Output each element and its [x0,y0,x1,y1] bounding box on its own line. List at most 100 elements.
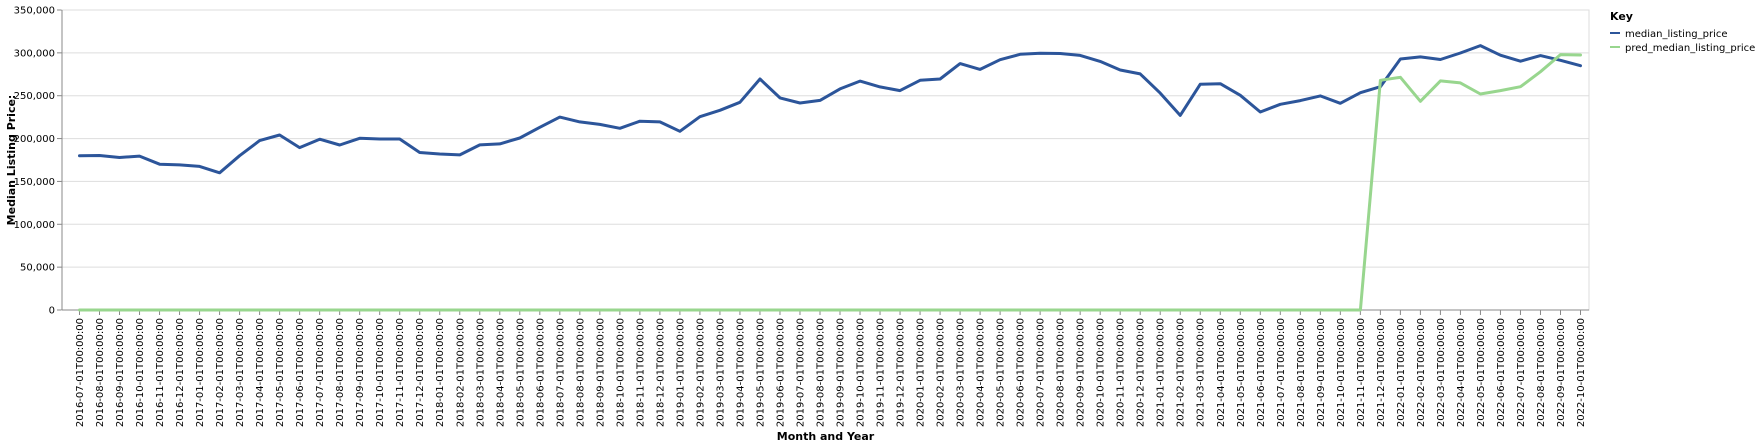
x-tick-label: 2016-10-01T00:00:00 [135,318,146,427]
x-tick-label: 2020-02-01T00:00:00 [936,318,947,427]
x-tick-label: 2021-10-01T00:00:00 [1336,318,1347,427]
x-tick-label: 2018-02-01T00:00:00 [455,318,466,427]
x-tick-label: 2022-03-01T00:00:00 [1436,318,1447,427]
x-tick-label: 2016-08-01T00:00:00 [95,318,106,427]
x-tick-label: 2022-02-01T00:00:00 [1416,318,1427,427]
y-tick-label: 50,000 [20,263,55,274]
legend-title: Key [1610,10,1633,23]
y-tick-label: 250,000 [14,91,55,102]
x-tick-label: 2021-04-01T00:00:00 [1216,318,1227,427]
x-tick-label: 2016-07-01T00:00:00 [75,318,86,427]
x-tick-label: 2021-09-01T00:00:00 [1316,318,1327,427]
x-tick-label: 2019-10-01T00:00:00 [856,318,867,427]
x-tick-label: 2021-05-01T00:00:00 [1236,318,1247,427]
x-tick-label: 2022-10-01T00:00:00 [1576,318,1587,427]
x-tick-label: 2020-11-01T00:00:00 [1116,318,1127,427]
x-tick-label: 2020-12-01T00:00:00 [1136,318,1147,427]
y-tick-label: 200,000 [14,134,55,145]
x-tick-label: 2018-05-01T00:00:00 [515,318,526,427]
x-tick-label: 2018-11-01T00:00:00 [635,318,646,427]
x-tick-label: 2019-12-01T00:00:00 [896,318,907,427]
x-tick-label: 2018-01-01T00:00:00 [435,318,446,427]
x-tick-label: 2018-06-01T00:00:00 [535,318,546,427]
x-tick-label: 2017-08-01T00:00:00 [335,318,346,427]
x-tick-label: 2017-11-01T00:00:00 [395,318,406,427]
x-tick-label: 2019-02-01T00:00:00 [695,318,706,427]
axes [61,9,1590,311]
x-axis-title: Month and Year [777,430,875,443]
gridlines [62,9,1589,311]
x-tick-label: 2021-08-01T00:00:00 [1296,318,1307,427]
y-tick-label: 350,000 [14,6,55,17]
x-tick-label: 2019-01-01T00:00:00 [675,318,686,427]
x-tick-label: 2021-12-01T00:00:00 [1376,318,1387,427]
x-tick-label: 2022-04-01T00:00:00 [1456,318,1467,427]
x-tick-label: 2019-11-01T00:00:00 [876,318,887,427]
x-tick-label: 2016-11-01T00:00:00 [155,318,166,427]
x-axis-ticks: 2016-07-01T00:00:00 2016-08-01T00:00:00 20… [75,310,1587,427]
x-tick-label: 2020-05-01T00:00:00 [996,318,1007,427]
plot-frame [61,9,1590,311]
x-tick-label: 2017-01-01T00:00:00 [195,318,206,427]
x-tick-label: 2017-02-01T00:00:00 [215,318,226,427]
x-tick-label: 2019-08-01T00:00:00 [815,318,826,427]
x-tick-label: 2022-08-01T00:00:00 [1536,318,1547,427]
x-tick-label: 2017-06-01T00:00:00 [295,318,306,427]
y-tick-label: 0 [49,306,55,317]
x-tick-label: 2019-07-01T00:00:00 [795,318,806,427]
x-tick-label: 2016-12-01T00:00:00 [175,318,186,427]
x-tick-label: 2021-11-01T00:00:00 [1356,318,1367,427]
x-tick-label: 2021-06-01T00:00:00 [1256,318,1267,427]
x-tick-label: 2020-04-01T00:00:00 [976,318,987,427]
x-tick-label: 2022-01-01T00:00:00 [1396,318,1407,427]
legend: Key median_listing_price pred_median_list… [1610,10,1755,54]
x-tick-label: 2021-07-01T00:00:00 [1276,318,1287,427]
x-tick-label: 2022-06-01T00:00:00 [1496,318,1507,427]
x-tick-label: 2020-07-01T00:00:00 [1036,318,1047,427]
x-tick-label: 2019-06-01T00:00:00 [775,318,786,427]
y-axis-title: Median Listing Price: [5,95,18,226]
x-tick-label: 2018-10-01T00:00:00 [615,318,626,427]
x-tick-label: 2020-08-01T00:00:00 [1056,318,1067,427]
x-tick-label: 2018-09-01T00:00:00 [595,318,606,427]
x-tick-label: 2022-09-01T00:00:00 [1556,318,1567,427]
x-tick-label: 2018-08-01T00:00:00 [575,318,586,427]
x-tick-label: 2019-04-01T00:00:00 [735,318,746,427]
y-tick-label: 300,000 [14,48,55,59]
y-axis-ticks: 0 50,000 100,000 150,000 200,000 250,000 300,0… [14,6,62,317]
x-tick-label: 2021-01-01T00:00:00 [1156,318,1167,427]
x-tick-label: 2018-04-01T00:00:00 [495,318,506,427]
legend-items: median_listing_price pred_median_listing_… [1610,29,1755,54]
x-tick-label: 2020-03-01T00:00:00 [956,318,967,427]
x-tick-label: 2020-09-01T00:00:00 [1076,318,1087,427]
y-tick-label: 150,000 [14,177,55,188]
series-line-pred-median-listing-price [78,53,1582,312]
legend-label: median_listing_price [1625,29,1728,40]
x-tick-label: 2021-03-01T00:00:00 [1196,318,1207,427]
x-tick-label: 2019-03-01T00:00:00 [715,318,726,427]
x-tick-label: 2020-06-01T00:00:00 [1016,318,1027,427]
x-tick-label: 2018-12-01T00:00:00 [655,318,666,427]
x-tick-label: 2017-04-01T00:00:00 [255,318,266,427]
x-tick-label: 2020-01-01T00:00:00 [916,318,927,427]
x-tick-label: 2017-09-01T00:00:00 [355,318,366,427]
x-tick-label: 2021-02-01T00:00:00 [1176,318,1187,427]
legend-label: pred_median_listing_price [1625,43,1755,54]
x-tick-label: 2020-10-01T00:00:00 [1096,318,1107,427]
x-tick-label: 2018-07-01T00:00:00 [555,318,566,427]
x-tick-label: 2017-10-01T00:00:00 [375,318,386,427]
series-line-median-listing-price [78,44,1582,175]
x-tick-label: 2019-05-01T00:00:00 [755,318,766,427]
x-tick-label: 2016-09-01T00:00:00 [115,318,126,427]
x-tick-label: 2022-05-01T00:00:00 [1476,318,1487,427]
x-tick-label: 2017-07-01T00:00:00 [315,318,326,427]
x-tick-label: 2017-12-01T00:00:00 [415,318,426,427]
x-tick-label: 2019-09-01T00:00:00 [836,318,847,427]
y-tick-label: 100,000 [14,220,55,231]
x-tick-label: 2022-07-01T00:00:00 [1516,318,1527,427]
series-lines [78,44,1582,312]
x-tick-label: 2018-03-01T00:00:00 [475,318,486,427]
x-tick-label: 2017-03-01T00:00:00 [235,318,246,427]
x-tick-label: 2017-05-01T00:00:00 [275,318,286,427]
